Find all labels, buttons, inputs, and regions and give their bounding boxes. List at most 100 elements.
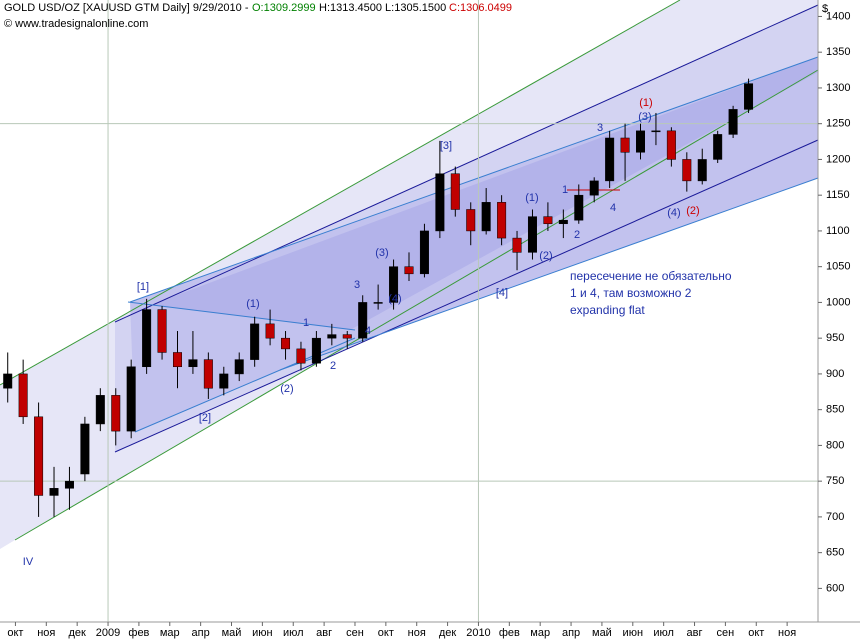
y-tick-label: 1300 xyxy=(826,82,850,94)
x-tick-label: окт xyxy=(748,627,764,639)
y-tick-label: 1000 xyxy=(826,296,850,308)
x-tick-label: сен xyxy=(346,627,364,639)
candle-body xyxy=(358,302,368,339)
y-tick-label: 650 xyxy=(826,547,844,559)
x-tick-label: авг xyxy=(687,627,703,639)
trend-line xyxy=(279,177,819,371)
x-tick-label: окт xyxy=(378,627,394,639)
y-tick-label: 1200 xyxy=(826,153,850,165)
x-tick-label: апр xyxy=(192,627,210,639)
candle-body xyxy=(466,209,476,232)
candle-body xyxy=(219,373,229,389)
annotation: (1) xyxy=(525,192,538,204)
x-tick-label: авг xyxy=(316,627,332,639)
trend-line xyxy=(0,0,681,386)
x-tick-label: дек xyxy=(68,627,86,639)
y-tick-label: 900 xyxy=(826,368,844,380)
candle-body xyxy=(728,109,738,135)
trend-line xyxy=(129,56,819,303)
candle-body xyxy=(342,334,352,339)
grid xyxy=(0,0,818,622)
header-open: O:1309.2999 xyxy=(252,2,316,14)
candle-body xyxy=(126,366,136,432)
candle-body xyxy=(481,202,491,232)
x-tick-label: июл xyxy=(283,627,304,639)
annotation: (3) xyxy=(638,111,651,123)
candle-body xyxy=(34,416,44,496)
annotation: (4) xyxy=(388,293,401,305)
y-tick-label: 1350 xyxy=(826,46,850,58)
annotation: (2) xyxy=(539,250,552,262)
candle-body xyxy=(543,216,553,225)
candle-body xyxy=(682,159,692,182)
y-tick-label: 1250 xyxy=(826,118,850,130)
candle-body xyxy=(327,334,337,339)
candle-body xyxy=(589,180,599,196)
candle-body xyxy=(497,202,507,239)
candle-body xyxy=(697,159,707,182)
candle-body xyxy=(265,323,275,339)
annotations: [1] [2] [3] [4] IV (1) (2) 1 2 3 4 (3) (… xyxy=(23,97,732,568)
note: expanding flat xyxy=(570,303,645,317)
y-unit: $ xyxy=(822,3,828,15)
y-tick-label: 1050 xyxy=(826,261,850,273)
trend-line xyxy=(114,4,819,323)
annotation: (2) xyxy=(686,205,699,217)
y-tick-label: 1150 xyxy=(826,189,850,201)
y-tick-label: 700 xyxy=(826,511,844,523)
annotation: [1] xyxy=(137,281,149,293)
header-close: C:1306.0499 xyxy=(449,2,512,14)
x-tick-label: фев xyxy=(499,627,520,639)
x-tick-label: май xyxy=(222,627,242,639)
candle-body xyxy=(157,309,167,353)
trend-line xyxy=(14,69,819,541)
candle-body xyxy=(311,337,321,364)
annotation: (1) xyxy=(246,298,259,310)
y-tick-label: 800 xyxy=(826,439,844,451)
candle-body xyxy=(80,423,90,475)
candle-body xyxy=(250,323,260,360)
x-tick-label: июн xyxy=(623,627,643,639)
y-tick-label: 850 xyxy=(826,404,844,416)
annotation: 1 xyxy=(303,317,309,329)
candle-body xyxy=(620,137,630,153)
annotation: 2 xyxy=(574,229,580,241)
x-tick-label: мар xyxy=(530,627,550,639)
x-tick-label: 2010 xyxy=(466,627,490,639)
candle-body xyxy=(450,173,460,210)
x-tick-label: сен xyxy=(717,627,735,639)
x-tick-label: дек xyxy=(439,627,457,639)
candles xyxy=(3,78,754,517)
x-tick-label: ноя xyxy=(37,627,55,639)
wedge xyxy=(150,57,818,330)
trend-line xyxy=(127,301,356,331)
candle-body xyxy=(64,480,74,489)
x-tick-label: ноя xyxy=(408,627,426,639)
candle-body xyxy=(281,337,291,350)
x-tick-label: фев xyxy=(128,627,149,639)
y-tick-label: 950 xyxy=(826,332,844,344)
candle-body xyxy=(512,237,522,253)
candle-body xyxy=(234,359,244,375)
annotation: (3) xyxy=(375,247,388,259)
candle-body xyxy=(49,488,59,496)
candle-body xyxy=(18,373,28,418)
y-tick-label: 1100 xyxy=(826,225,850,237)
x-tick-label: май xyxy=(592,627,612,639)
candle-body xyxy=(744,83,754,110)
candle-body xyxy=(651,130,661,133)
y-tick-label: 600 xyxy=(826,582,844,594)
annotation: 2 xyxy=(330,360,336,372)
candle-body xyxy=(636,130,646,153)
annotation: [3] xyxy=(440,140,452,152)
annotation: (1) xyxy=(639,97,652,109)
annotation: [4] xyxy=(496,287,508,299)
annotation: 4 xyxy=(610,202,616,214)
annotation: 1 xyxy=(562,184,568,196)
candle-body xyxy=(172,352,182,368)
y-tick-label: 750 xyxy=(826,475,844,487)
annotation: [2] xyxy=(199,412,211,424)
candle-body xyxy=(111,395,121,432)
annotation: 4 xyxy=(365,325,371,337)
